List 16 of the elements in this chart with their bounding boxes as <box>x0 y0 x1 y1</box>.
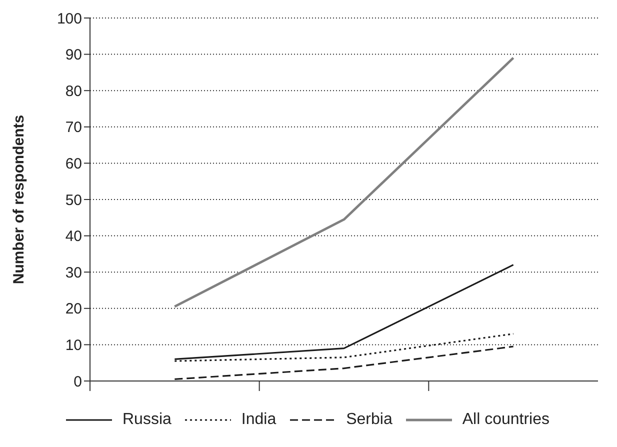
y-tick-label: 10 <box>65 337 82 354</box>
y-tick-label: 40 <box>65 228 82 246</box>
y-tick-label: 30 <box>65 264 82 282</box>
legend-label: India <box>241 411 276 429</box>
legend-label: Serbia <box>346 411 392 429</box>
y-tick-label: 100 <box>56 10 82 28</box>
y-tick-label: 70 <box>65 119 82 136</box>
y-tick-label: 20 <box>65 300 82 318</box>
y-tick-label: 90 <box>65 46 82 64</box>
y-axis-title: Number of respondents <box>10 114 28 284</box>
legend-label: All countries <box>462 411 550 429</box>
y-tick-label: 50 <box>65 192 82 209</box>
y-tick-label: 60 <box>65 156 82 173</box>
y-tick-label: 0 <box>74 373 82 390</box>
legend-label: Russia <box>122 411 172 429</box>
y-tick-label: 80 <box>65 82 82 100</box>
